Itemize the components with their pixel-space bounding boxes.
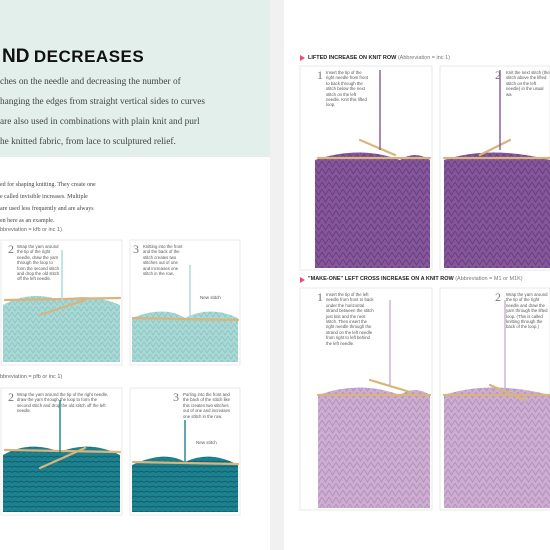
callout: New stitch — [200, 295, 221, 300]
abbreviation: (Abbreviation = M1 or M1K) — [455, 276, 523, 282]
section-label: bbreviation = kfb or inc 1) — [0, 227, 62, 233]
step-number: 2 — [495, 290, 501, 304]
step-number: 3 — [173, 390, 179, 404]
heading: LIFTED INCREASE ON KNIT ROW — [308, 55, 397, 61]
callout: New stitch — [196, 440, 217, 445]
section-label: bbreviation = pfb or inc 1) — [0, 374, 63, 380]
step-number: 3 — [133, 242, 139, 256]
title-prefix: ND — [2, 46, 30, 67]
header-line: ches on the needle and decreasing the nu… — [0, 77, 181, 87]
title-main: DECREASES — [33, 47, 145, 66]
gutter — [270, 0, 284, 550]
step-number: 2 — [8, 390, 14, 404]
header-box — [0, 0, 275, 157]
step-number: 1 — [317, 290, 323, 304]
intro-line: e called invisible increases. Multiple — [0, 194, 88, 200]
step-text: Insert the tip of the right needle from … — [326, 70, 369, 108]
step-number: 2 — [8, 242, 14, 256]
title: ND DECREASES — [2, 46, 144, 68]
step-text: Purling into the front and the back of t… — [183, 392, 231, 419]
step-text: Wrap the yarn around the tip of the righ… — [506, 292, 548, 330]
photos — [3, 55, 550, 512]
step-text: Knit the next stitch (the stitch above t… — [506, 70, 550, 97]
header-line: hanging the edges from straight vertical… — [0, 97, 205, 107]
step-number: 1 — [317, 68, 323, 82]
heading: "MAKE-ONE" LEFT CROSS INCREASE ON A KNIT… — [308, 276, 454, 282]
intro-line: ed for shaping knitting. They create one — [0, 182, 96, 188]
header-line: are also used in combinations with plain… — [0, 117, 200, 127]
section-heading: "MAKE-ONE" LEFT CROSS INCREASE ON A KNIT… — [308, 276, 523, 282]
step-text: Knitting into the front and the back of … — [143, 244, 183, 277]
step-text: Wrap the yarn around the tip of the righ… — [17, 244, 60, 282]
step-number: 2 — [495, 68, 501, 82]
step-text: Wrap the yarn around the tip of the righ… — [17, 392, 109, 414]
section-heading: LIFTED INCREASE ON KNIT ROW (Abbreviatio… — [308, 55, 450, 61]
intro-line: en here as an example. — [0, 218, 55, 224]
header-line: he knitted fabric, from lace to sculptur… — [0, 137, 176, 147]
abbreviation: (Abbreviation = inc 1) — [397, 55, 450, 61]
intro-line: are used less frequently and are always — [0, 206, 94, 212]
step-text: Insert the tip of the left needle from f… — [326, 292, 374, 346]
